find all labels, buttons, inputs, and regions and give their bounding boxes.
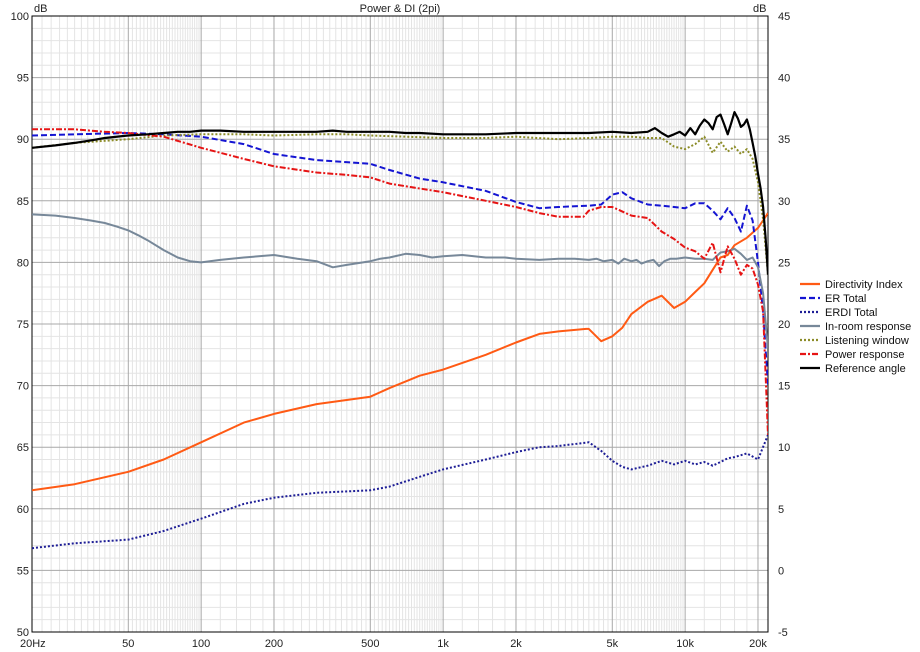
legend-label-listening-window: Listening window (825, 335, 909, 347)
legend-label-reference-angle: Reference angle (825, 363, 906, 375)
legend-label-power-response: Power response (825, 349, 905, 361)
x-tick-label: 200 (265, 638, 283, 650)
x-tick-label: 50 (122, 638, 134, 650)
y-right-tick-label: 0 (778, 565, 784, 577)
x-tick-label: 500 (361, 638, 379, 650)
y-left-tick-label: 65 (17, 442, 29, 454)
y-left-axis-label: dB (34, 3, 47, 15)
y-left-tick-label: 90 (17, 134, 29, 146)
y-right-tick-label: 20 (778, 319, 790, 331)
legend-label-in-room-response: In-room response (825, 321, 911, 333)
y-right-tick-label: -5 (778, 627, 788, 639)
y-left-tick-label: 80 (17, 257, 29, 269)
x-tick-label: 20Hz (20, 638, 46, 650)
series-layer (32, 110, 768, 550)
x-tick-label: 2k (510, 638, 522, 650)
series-line-listening-window (32, 133, 768, 275)
y-right-tick-label: 5 (778, 504, 784, 516)
y-right-tick-label: 10 (778, 442, 790, 454)
series-line-er-total (32, 132, 768, 386)
y-right-tick-label: 25 (778, 257, 790, 269)
grid-lines (31, 15, 768, 633)
y-right-tick-label: 35 (778, 134, 790, 146)
y-left-tick-label: 75 (17, 319, 29, 331)
chart-title: Power & DI (2pi) (360, 3, 441, 15)
legend: Directivity Index ER Total ERDI Total In-ro… (800, 279, 911, 375)
y-right-axis-label: dB (753, 3, 766, 15)
y-right-tick-label: 15 (778, 381, 790, 393)
x-tick-label: 1k (437, 638, 449, 650)
legend-label-erdi-total: ERDI Total (825, 307, 877, 319)
x-tick-label: 20k (749, 638, 767, 650)
y-right-tick-label: 30 (778, 196, 790, 208)
x-tick-label: 10k (676, 638, 694, 650)
plot-area-frame (31, 15, 769, 633)
y-left-tick-label: 60 (17, 504, 29, 516)
y-left-tick-label: 95 (17, 73, 29, 85)
tick-labels: 20Hz 50 100 200 500 1k 2k 5k 10k 20k5055606570758… (11, 11, 791, 650)
series-line-reference-angle (32, 110, 768, 275)
series-line-directivity-index (32, 212, 768, 492)
y-left-tick-label: 55 (17, 565, 29, 577)
series-line-power-response (32, 128, 768, 435)
x-tick-label: 100 (192, 638, 210, 650)
y-left-tick-label: 85 (17, 196, 29, 208)
series-line-erdi-total (32, 434, 768, 550)
y-left-tick-label: 70 (17, 381, 29, 393)
y-right-tick-label: 45 (778, 11, 790, 23)
legend-label-er-total: ER Total (825, 293, 866, 305)
legend-label-directivity-index: Directivity Index (825, 279, 903, 291)
y-left-tick-label: 50 (17, 627, 29, 639)
x-tick-label: 5k (606, 638, 618, 650)
y-left-tick-label: 100 (11, 11, 29, 23)
y-right-tick-label: 40 (778, 73, 790, 85)
